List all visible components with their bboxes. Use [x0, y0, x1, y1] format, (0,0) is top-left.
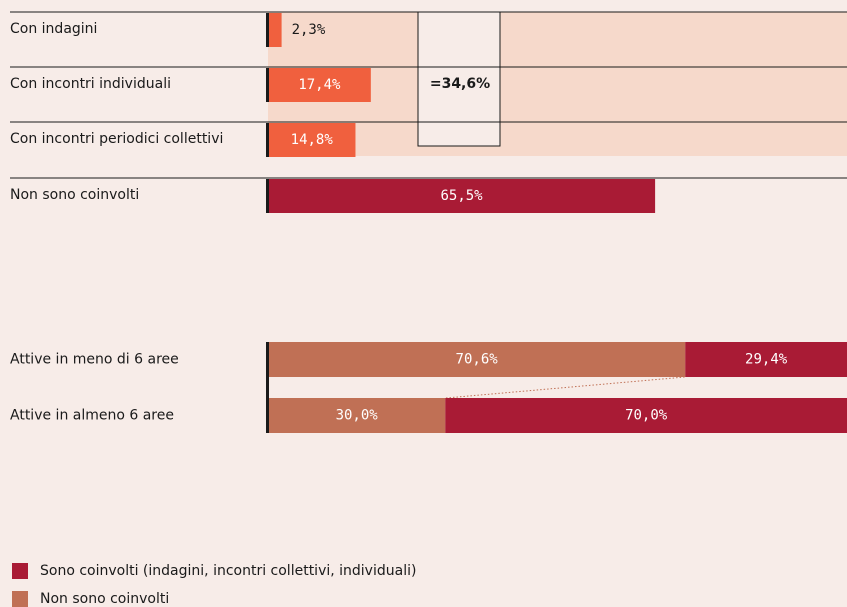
bar	[268, 68, 371, 102]
baseline	[266, 13, 269, 47]
value-label: 30,0%	[336, 408, 379, 424]
legend-label: Sono coinvolti (indagini, incontri colle…	[40, 563, 416, 579]
legend-swatch	[12, 563, 28, 579]
baseline	[266, 68, 269, 102]
bar	[268, 13, 282, 47]
category-label: Non sono coinvolti	[10, 187, 139, 203]
category-label: Attive in meno di 6 aree	[10, 352, 179, 368]
value-label: 17,4%	[298, 77, 341, 93]
legend-swatch	[12, 591, 28, 607]
bar	[268, 179, 656, 213]
baseline	[266, 179, 269, 213]
annotation: =34,6%	[430, 76, 490, 92]
category-label: Con indagini	[10, 21, 97, 37]
baseline	[266, 342, 269, 433]
value-label: 70,6%	[456, 352, 499, 368]
legend-label: Non sono coinvolti	[40, 591, 169, 607]
bar-segment	[445, 398, 847, 433]
bar-segment	[685, 342, 847, 377]
bracket-box	[417, 11, 501, 147]
value-label: 70,0%	[625, 408, 668, 424]
value-label: 14,8%	[291, 132, 334, 148]
bar-segment	[268, 342, 686, 377]
category-label: Con incontri individuali	[10, 76, 171, 92]
category-label: Con incontri periodici collettivi	[10, 131, 223, 147]
value-label: 2,3%	[292, 22, 326, 38]
bar	[268, 123, 356, 157]
value-label: 29,4%	[745, 352, 788, 368]
value-label: 65,5%	[440, 188, 483, 204]
baseline	[266, 123, 269, 157]
connector	[445, 376, 686, 399]
bar-segment	[268, 398, 446, 433]
category-label: Attive in almeno 6 aree	[10, 408, 174, 424]
